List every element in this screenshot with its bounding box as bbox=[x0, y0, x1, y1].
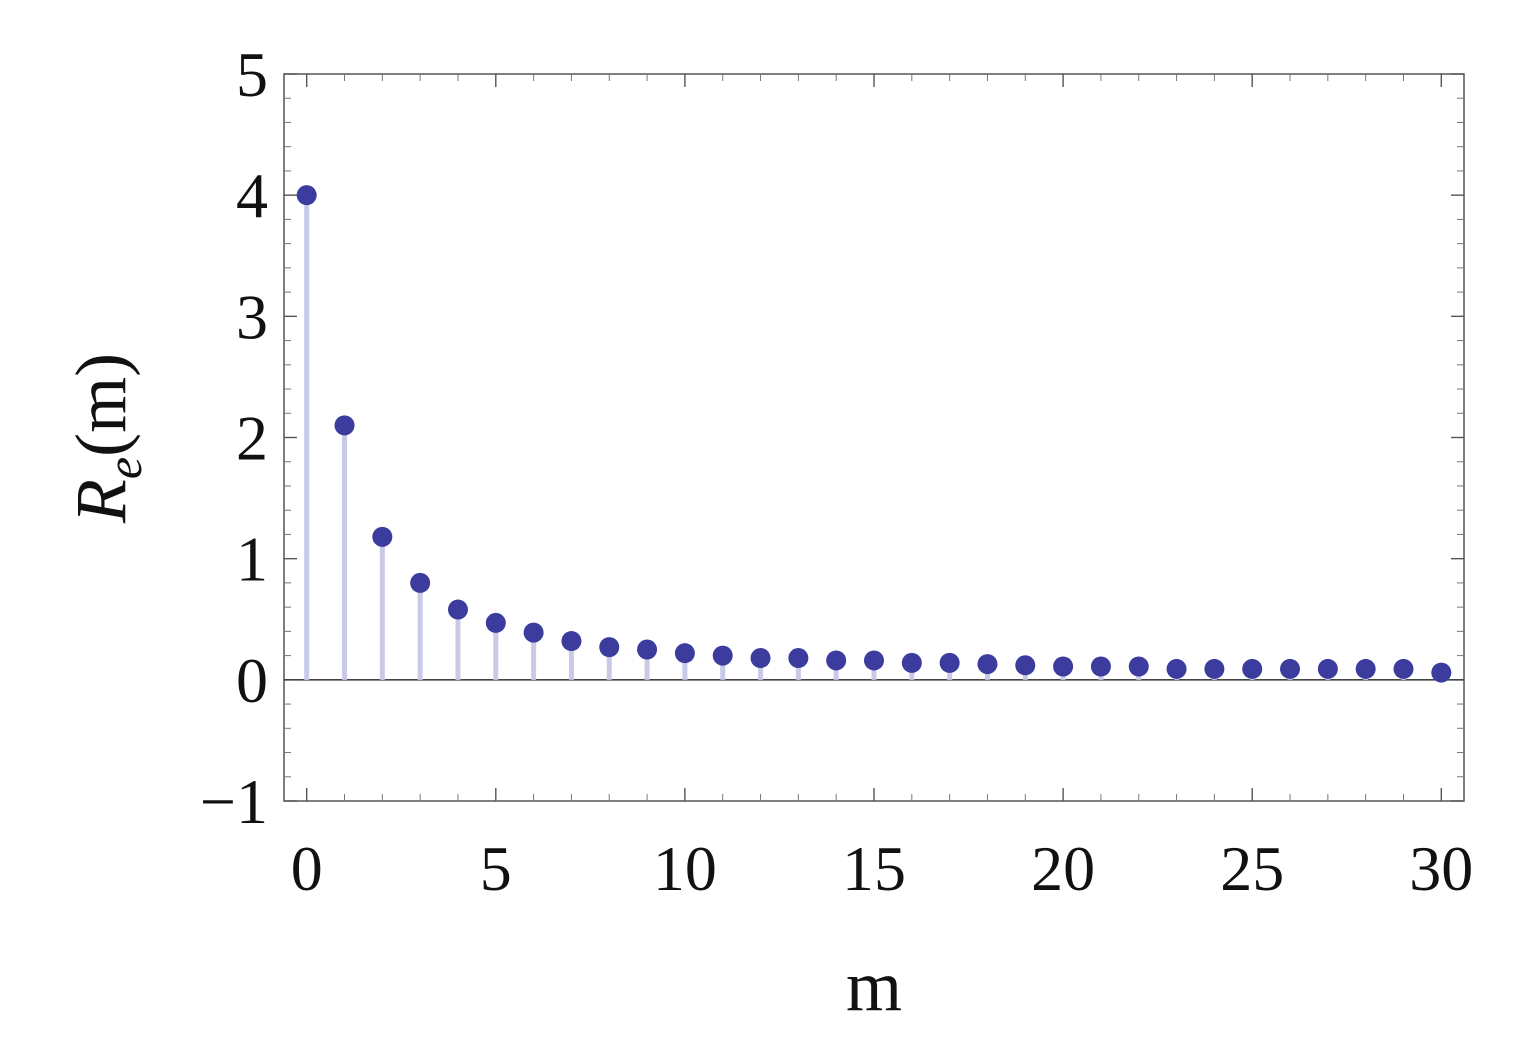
y-axis-title: Re(m) bbox=[61, 353, 152, 524]
data-point bbox=[485, 612, 506, 633]
x-tick-label: 20 bbox=[1031, 833, 1095, 904]
y-tick-labels: −1 0 1 2 3 4 5 bbox=[200, 39, 268, 837]
data-point bbox=[1204, 658, 1225, 679]
data-point bbox=[712, 645, 733, 666]
data-point bbox=[296, 185, 317, 206]
minor-ticks bbox=[284, 74, 1464, 801]
y-axis-title-base: R bbox=[61, 479, 141, 524]
y-axis-title-suffix: (m) bbox=[61, 353, 141, 457]
data-point bbox=[637, 639, 658, 660]
data-point bbox=[1166, 658, 1187, 679]
data-point bbox=[1090, 656, 1111, 677]
data-point bbox=[939, 652, 960, 673]
y-tick-label: 1 bbox=[236, 524, 268, 595]
y-axis-title-subscript: e bbox=[96, 457, 152, 479]
x-tick-label: 5 bbox=[480, 833, 512, 904]
y-tick-label: 0 bbox=[236, 645, 268, 716]
data-point bbox=[1242, 658, 1263, 679]
data-point bbox=[1431, 662, 1452, 683]
data-point bbox=[334, 415, 355, 436]
major-ticks bbox=[284, 73, 1464, 802]
data-point bbox=[1317, 658, 1338, 679]
data-point bbox=[523, 622, 544, 643]
data-point bbox=[410, 572, 431, 593]
plot-frame bbox=[283, 73, 1465, 802]
x-tick-labels: 0 5 10 15 20 25 30 bbox=[291, 833, 1474, 904]
data-point bbox=[1128, 656, 1149, 677]
stems bbox=[304, 195, 1444, 680]
x-tick-label: 30 bbox=[1409, 833, 1473, 904]
data-point bbox=[826, 650, 847, 671]
data-point bbox=[750, 648, 771, 669]
x-tick-label: 10 bbox=[653, 833, 717, 904]
y-tick-label: −1 bbox=[200, 766, 268, 837]
data-point bbox=[561, 631, 582, 652]
data-point bbox=[372, 526, 393, 547]
x-axis-title: m bbox=[846, 946, 902, 1026]
x-tick-label: 15 bbox=[842, 833, 906, 904]
x-tick-label: 0 bbox=[291, 833, 323, 904]
data-point bbox=[1053, 656, 1074, 677]
data-point bbox=[1393, 658, 1414, 679]
data-point bbox=[447, 599, 468, 620]
data-point bbox=[1355, 658, 1376, 679]
data-point bbox=[788, 648, 809, 669]
y-tick-label: 2 bbox=[236, 403, 268, 474]
data-point bbox=[864, 650, 884, 671]
y-tick-label: 5 bbox=[236, 39, 268, 110]
data-point bbox=[977, 654, 998, 675]
x-tick-label: 25 bbox=[1220, 833, 1284, 904]
points bbox=[296, 185, 1452, 683]
data-point bbox=[901, 652, 922, 673]
y-tick-label: 4 bbox=[236, 160, 268, 231]
data-point bbox=[599, 637, 620, 658]
data-point bbox=[1280, 658, 1301, 679]
data-point bbox=[1015, 655, 1036, 676]
y-tick-label: 3 bbox=[236, 281, 268, 352]
data-point bbox=[674, 643, 695, 664]
